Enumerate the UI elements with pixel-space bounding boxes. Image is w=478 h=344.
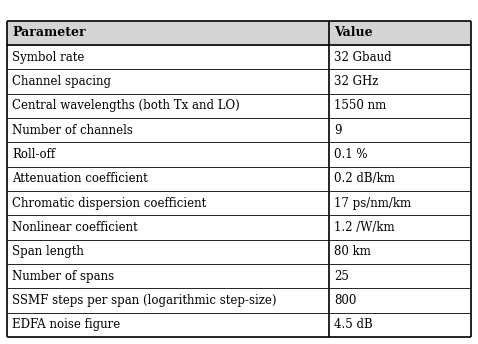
Text: SSMF steps per span (logarithmic step-size): SSMF steps per span (logarithmic step-si… bbox=[12, 294, 276, 307]
Text: Span length: Span length bbox=[12, 245, 84, 258]
Bar bbox=[7, 21, 329, 45]
Bar bbox=[329, 215, 471, 240]
Text: 4.5 dB: 4.5 dB bbox=[334, 319, 373, 332]
Bar bbox=[329, 94, 471, 118]
Text: Central wavelengths (both Tx and LO): Central wavelengths (both Tx and LO) bbox=[12, 99, 239, 112]
Text: 9: 9 bbox=[334, 124, 342, 137]
Bar bbox=[329, 167, 471, 191]
Text: 0.1 %: 0.1 % bbox=[334, 148, 368, 161]
Bar bbox=[7, 69, 329, 94]
Bar bbox=[7, 167, 329, 191]
Bar bbox=[7, 215, 329, 240]
Text: EDFA noise figure: EDFA noise figure bbox=[12, 319, 120, 332]
Text: 32 Gbaud: 32 Gbaud bbox=[334, 51, 392, 64]
Text: Number of spans: Number of spans bbox=[12, 270, 114, 283]
Text: Parameter: Parameter bbox=[12, 26, 86, 39]
Bar bbox=[329, 21, 471, 45]
Text: Roll-off: Roll-off bbox=[12, 148, 55, 161]
Bar bbox=[7, 142, 329, 167]
Bar bbox=[329, 118, 471, 142]
Bar bbox=[329, 313, 471, 337]
Bar bbox=[329, 288, 471, 313]
Text: Channel spacing: Channel spacing bbox=[12, 75, 111, 88]
Text: Value: Value bbox=[334, 26, 373, 39]
Bar bbox=[7, 240, 329, 264]
Text: Nonlinear coefficient: Nonlinear coefficient bbox=[12, 221, 138, 234]
Bar bbox=[7, 118, 329, 142]
Text: 32 GHz: 32 GHz bbox=[334, 75, 379, 88]
Text: 80 km: 80 km bbox=[334, 245, 371, 258]
Text: 800: 800 bbox=[334, 294, 357, 307]
Bar bbox=[7, 313, 329, 337]
Bar bbox=[7, 94, 329, 118]
Bar bbox=[329, 142, 471, 167]
Text: 1550 nm: 1550 nm bbox=[334, 99, 386, 112]
Bar bbox=[7, 264, 329, 288]
Text: 0.2 dB/km: 0.2 dB/km bbox=[334, 172, 395, 185]
Bar bbox=[329, 45, 471, 69]
Text: Chromatic dispersion coefficient: Chromatic dispersion coefficient bbox=[12, 197, 206, 210]
Bar bbox=[7, 191, 329, 215]
Bar bbox=[329, 264, 471, 288]
Text: Number of channels: Number of channels bbox=[12, 124, 133, 137]
Text: 25: 25 bbox=[334, 270, 349, 283]
Bar bbox=[329, 69, 471, 94]
Text: 17 ps/nm/km: 17 ps/nm/km bbox=[334, 197, 411, 210]
Bar bbox=[329, 240, 471, 264]
Text: 1.2 /W/km: 1.2 /W/km bbox=[334, 221, 395, 234]
Bar bbox=[7, 45, 329, 69]
Text: Symbol rate: Symbol rate bbox=[12, 51, 84, 64]
Bar bbox=[7, 288, 329, 313]
Text: Attenuation coefficient: Attenuation coefficient bbox=[12, 172, 148, 185]
Bar bbox=[329, 191, 471, 215]
